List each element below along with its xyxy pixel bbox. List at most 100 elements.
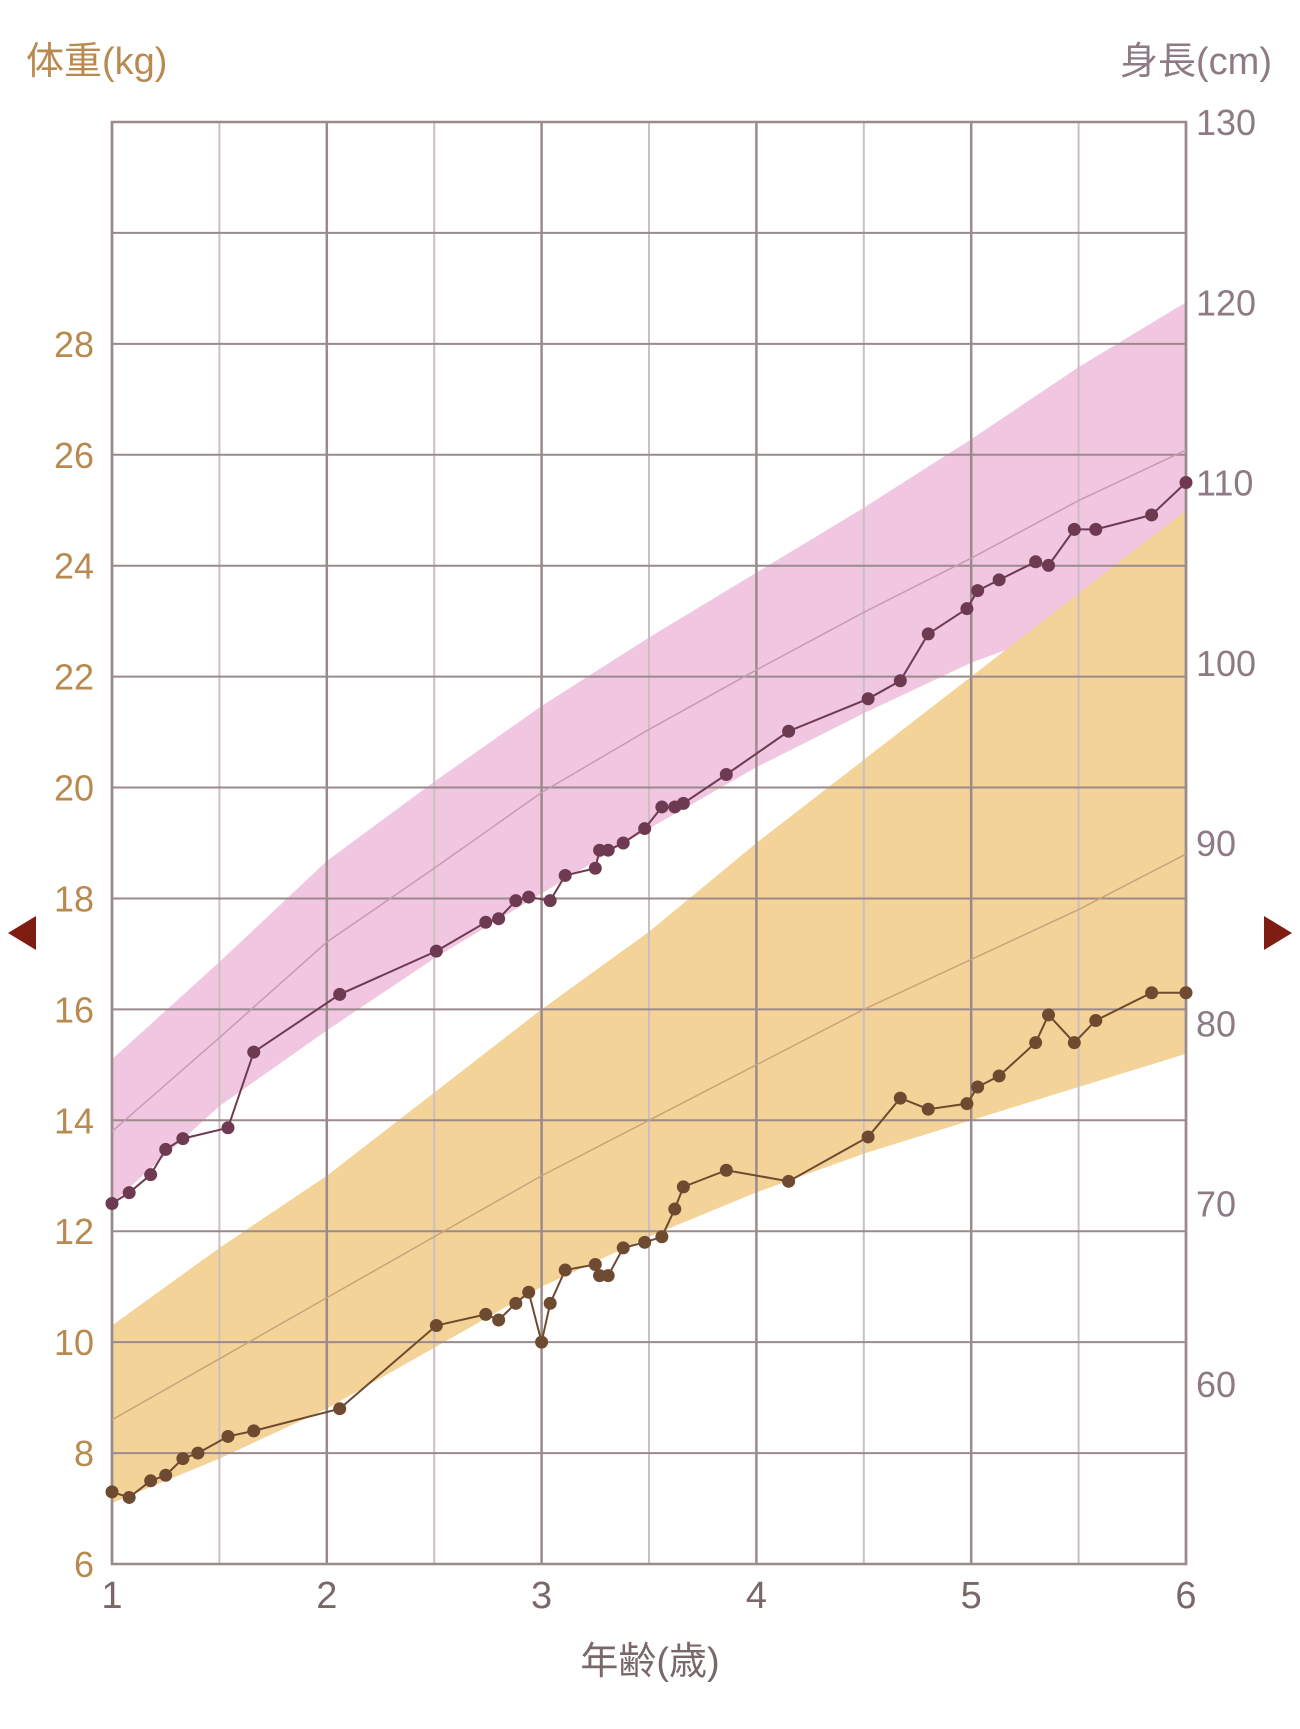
age-tick-label: 4 [746,1575,767,1617]
height-data-point [333,987,347,1001]
height-data-point [960,602,974,616]
height-tick-labels: 60 70 80 90 100 110 120 130 [1196,102,1256,1405]
age-tick-labels: 1 2 3 4 5 6 [101,1575,1196,1617]
weight-data-point [492,1313,506,1327]
weight-tick-labels: 6 8 10 12 14 16 18 20 22 24 26 28 [54,324,94,1585]
weight-tick-label: 16 [54,989,94,1030]
height-median-line [111,449,1187,1132]
height-data-point [1179,476,1193,489]
height-data-point [655,800,669,814]
weight-data-point [719,1163,733,1177]
weight-data-point [588,1258,602,1272]
height-tick-label: 110 [1196,463,1253,504]
weight-data-point [971,1080,985,1094]
weight-data-point [429,1319,443,1333]
height-data-point [479,915,493,929]
height-tick-label: 80 [1196,1003,1236,1044]
height-data-point [1145,508,1159,522]
height-data-point [616,836,630,850]
triangle-left-icon[interactable] [8,916,36,950]
height-data-point [861,692,875,706]
age-tick-label: 3 [531,1575,552,1617]
height-data-point [543,894,557,908]
age-tick-label: 2 [316,1575,337,1617]
weight-data-point [655,1230,669,1244]
height-data-point [492,912,506,926]
weight-tick-label: 14 [54,1100,94,1141]
height-data-point [509,894,523,908]
height-data-point [1089,522,1103,536]
height-data-point [122,1186,136,1200]
weight-data-point [960,1097,974,1111]
median-lines [111,449,1187,1421]
weight-data-point [543,1296,557,1310]
weight-tick-label: 28 [54,324,94,365]
weight-data-point [247,1424,261,1438]
weight-data-point [333,1402,347,1416]
height-data-point [893,674,907,688]
height-data-point [429,944,443,958]
weight-data-point [921,1102,935,1116]
age-tick-label: 5 [961,1575,982,1617]
weight-tick-label: 20 [54,768,94,809]
weight-tick-label: 6 [74,1544,94,1585]
height-data-point [159,1142,173,1156]
weight-data-point [558,1263,572,1277]
height-data-point [1042,558,1056,572]
weight-tick-label: 22 [54,657,94,698]
plot-frame [110,120,1188,1566]
weight-data-point [1089,1013,1103,1027]
height-data-point [921,627,935,641]
weight-data-point [1179,986,1193,1000]
weight-tick-label: 12 [54,1211,94,1252]
height-data-point [601,843,615,857]
weight-data-point [144,1474,158,1488]
height-data-point [1067,522,1081,536]
weight-data-point [1029,1036,1043,1050]
weight-data-point [1042,1008,1056,1022]
height-data-point [992,573,1006,587]
weight-data-point [522,1285,536,1299]
height-data-point [1029,555,1043,569]
weight-data-point [893,1091,907,1105]
weight-data-point [992,1069,1006,1083]
height-tick-label: 60 [1196,1364,1236,1405]
weight-data-point [479,1307,493,1321]
weight-data-point [535,1335,549,1349]
weight-tick-label: 24 [54,546,94,587]
height-data-point [176,1132,190,1146]
weight-data-point [668,1202,682,1216]
weight-data-point [509,1296,523,1310]
data-series [105,476,1193,1504]
height-tick-label: 70 [1196,1184,1236,1225]
height-data-point [105,1197,119,1210]
height-tick-label: 100 [1196,643,1256,684]
triangle-right-icon[interactable] [1264,916,1292,950]
age-tick-label: 6 [1175,1575,1196,1617]
weight-data-point [616,1241,630,1255]
weight-data-point [1067,1036,1081,1050]
weight-data-point [601,1269,615,1283]
weight-data-point [191,1446,205,1460]
height-data-point [971,584,985,598]
weight-data-point [782,1174,796,1188]
height-data-point [782,724,796,738]
height-data-point [638,822,652,836]
height-tick-label: 120 [1196,282,1256,323]
height-data-point [522,890,536,904]
height-data-point [221,1121,235,1135]
weight-data-point [861,1130,875,1144]
weight-tick-label: 18 [54,878,94,919]
height-data-point [719,768,733,782]
height-data-point [247,1045,261,1059]
age-tick-label: 1 [101,1575,122,1617]
weight-tick-label: 8 [74,1433,94,1474]
height-data-point [676,796,690,810]
height-data-point [144,1168,158,1182]
height-axis-title: 身長(cm) [1120,41,1272,83]
weight-data-point [159,1468,173,1482]
height-tick-label: 130 [1196,102,1256,143]
weight-data-point [221,1429,235,1443]
weight-tick-label: 10 [54,1322,94,1363]
weight-data-point [122,1490,136,1504]
